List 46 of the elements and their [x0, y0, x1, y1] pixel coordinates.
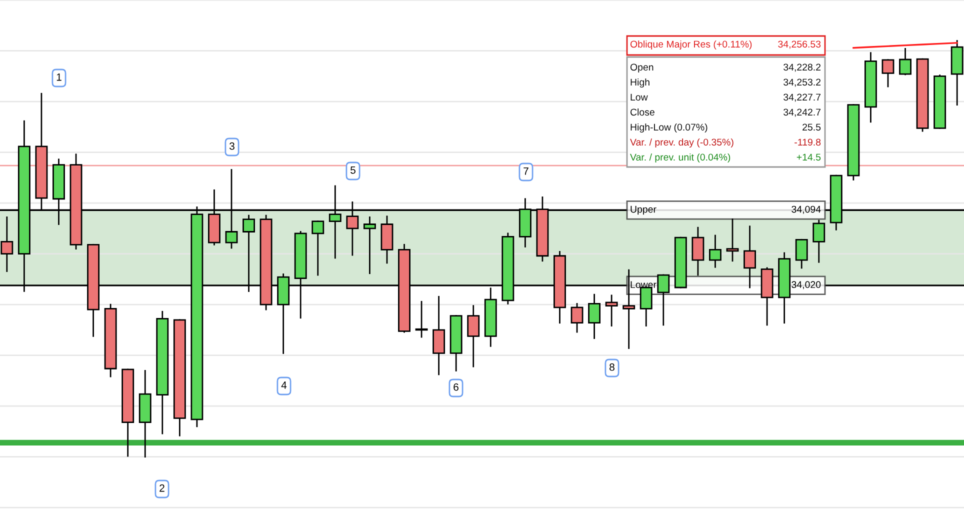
annotation: 6	[454, 383, 458, 391]
annotation: Var. / prev. day (-0.35%)	[630, 138, 734, 148]
candlestick	[570, 303, 584, 333]
candlestick	[0, 216, 14, 272]
candlestick	[692, 226, 704, 276]
annotation: High	[630, 78, 650, 88]
candlestick	[415, 300, 428, 338]
annotation: 34,094	[792, 206, 821, 214]
candlestick	[882, 59, 894, 88]
annotation: 5	[350, 166, 356, 174]
annotation: Low	[630, 94, 648, 101]
candlestick	[432, 296, 446, 376]
annotation: Var. / prev. unit (0.04%)	[630, 153, 730, 163]
annotation: 3	[230, 142, 234, 150]
candlestick	[812, 220, 826, 263]
annotation: 1	[56, 74, 62, 81]
annotation: 34,228.2	[784, 64, 821, 72]
annotation: -119.8	[794, 138, 821, 146]
candlestick	[709, 234, 722, 268]
annotation: +14.5	[796, 154, 821, 161]
candlestick	[899, 48, 912, 76]
candlestick	[726, 218, 739, 262]
candlestick	[640, 286, 652, 326]
candlestick	[657, 274, 670, 326]
text: 2	[160, 484, 164, 492]
annotation: Close	[630, 108, 654, 116]
candlestick	[312, 220, 324, 276]
annotation: 25.5	[802, 124, 821, 131]
candlestick	[605, 294, 618, 326]
annotation: 8	[610, 363, 614, 371]
annotation: 34,253.2	[784, 78, 821, 87]
annotation: 34,227.7	[784, 94, 821, 102]
candlestick	[588, 294, 601, 339]
candlestick	[467, 305, 480, 368]
annotation: High-Low (0.07%)	[630, 123, 708, 133]
annotation: Open	[630, 64, 654, 73]
ref-line-label: Upper	[630, 206, 656, 215]
annotation: 34,020	[792, 281, 821, 290]
annotation: Oblique Major Res (+0.11%)	[630, 40, 752, 50]
candlestick	[744, 226, 756, 288]
candlestick	[363, 216, 376, 274]
annotation: 4	[281, 382, 287, 389]
annotation: 7	[524, 168, 528, 175]
annotation: 34,256.53	[778, 40, 821, 49]
candlestick	[795, 238, 808, 269]
annotation: 34,242.7	[784, 108, 821, 117]
